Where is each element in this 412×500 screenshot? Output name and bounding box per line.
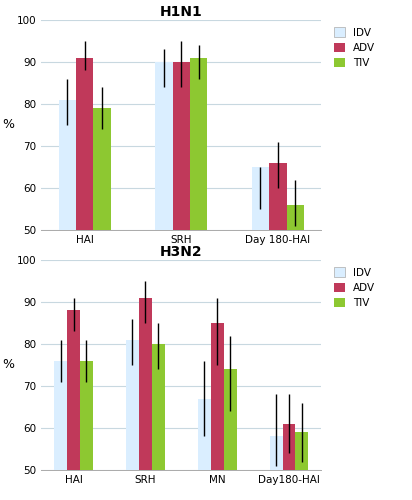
Bar [76, 58, 94, 440]
Bar [252, 167, 269, 440]
Y-axis label: %: % [2, 118, 14, 132]
Bar [198, 398, 211, 500]
Bar [295, 432, 309, 500]
Bar [94, 108, 111, 440]
Title: H1N1: H1N1 [160, 5, 203, 19]
Legend: IDV, ADV, TIV: IDV, ADV, TIV [332, 265, 377, 310]
Bar [59, 100, 76, 440]
Bar [190, 58, 207, 440]
Bar [152, 344, 165, 500]
Bar [269, 163, 287, 440]
Bar [54, 361, 67, 500]
Title: H3N2: H3N2 [160, 245, 203, 259]
Bar [287, 205, 304, 440]
Bar [67, 310, 80, 500]
Bar [80, 361, 93, 500]
Bar [173, 62, 190, 440]
Bar [269, 436, 283, 500]
Bar [283, 424, 295, 500]
Bar [139, 298, 152, 500]
Bar [155, 62, 173, 440]
Y-axis label: %: % [2, 358, 14, 372]
Bar [211, 323, 224, 500]
Bar [224, 369, 236, 500]
Bar [126, 340, 139, 500]
Legend: IDV, ADV, TIV: IDV, ADV, TIV [332, 25, 377, 70]
